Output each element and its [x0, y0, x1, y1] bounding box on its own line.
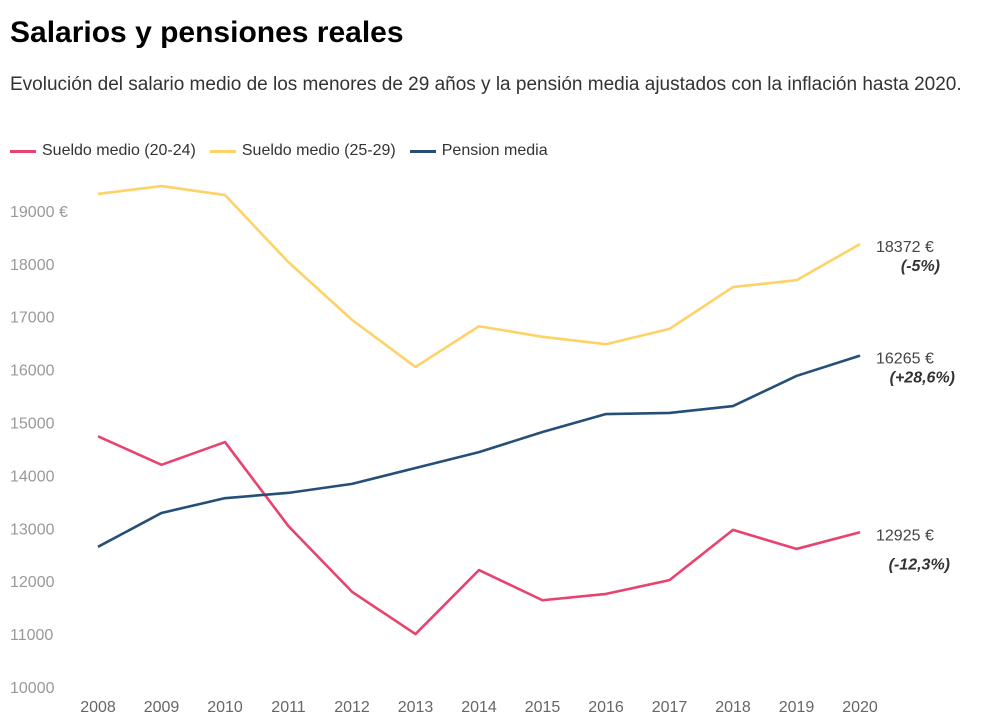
end-value-label: 12925 €	[876, 527, 934, 544]
y-tick-label: 19000 €	[10, 204, 68, 221]
change-label: (+28,6%)	[890, 370, 955, 387]
end-value-label: 18372 €	[876, 239, 934, 256]
x-tick-label: 2015	[525, 699, 561, 715]
x-tick-label: 2016	[588, 699, 624, 715]
legend-label-0: Sueldo medio (20-24)	[42, 142, 196, 159]
legend-item-0: Sueldo medio (20-24)	[10, 142, 196, 160]
legend-item-2: Pension media	[409, 142, 548, 160]
y-tick-label: 12000	[10, 574, 55, 591]
legend-label-1: Sueldo medio (25-29)	[241, 142, 396, 159]
y-tick-label: 15000	[10, 416, 55, 433]
y-tick-label: 18000	[10, 257, 55, 274]
series-line-2	[97, 354, 861, 548]
x-tick-label: 2010	[207, 699, 243, 715]
x-tick-label: 2017	[652, 699, 688, 715]
series-line-1	[97, 184, 861, 369]
x-tick-label: 2014	[461, 699, 497, 715]
series-line-0	[97, 435, 861, 636]
change-label: (-12,3%)	[889, 556, 950, 573]
chart-subtitle: Evolución del salario medio de los menor…	[10, 74, 962, 95]
y-tick-label: 10000	[10, 680, 55, 697]
x-tick-label: 2012	[334, 699, 370, 715]
legend-swatch-0	[10, 149, 36, 153]
legend: Sueldo medio (20-24) Sueldo medio (25-29…	[10, 142, 548, 160]
chart-title: Salarios y pensiones reales	[10, 16, 404, 49]
y-tick-label: 14000	[10, 468, 55, 485]
legend-item-1: Sueldo medio (25-29)	[209, 142, 396, 160]
y-tick-label: 13000	[10, 521, 55, 538]
x-tick-label: 2018	[715, 699, 751, 715]
end-value-label: 16265 €	[876, 351, 934, 368]
x-tick-label: 2008	[80, 699, 116, 715]
x-tick-label: 2019	[779, 699, 815, 715]
y-tick-label: 11000	[10, 627, 53, 644]
y-tick-label: 17000	[10, 310, 55, 327]
x-tick-label: 2011	[271, 699, 306, 715]
legend-label-2: Pension media	[441, 142, 548, 159]
x-tick-label: 2013	[398, 699, 434, 715]
x-tick-label: 2020	[842, 699, 878, 715]
legend-swatch-1	[209, 149, 236, 153]
x-tick-label: 2009	[144, 699, 180, 715]
change-label: (-5%)	[901, 258, 940, 275]
y-tick-label: 16000	[10, 363, 55, 380]
legend-swatch-2	[409, 149, 436, 153]
